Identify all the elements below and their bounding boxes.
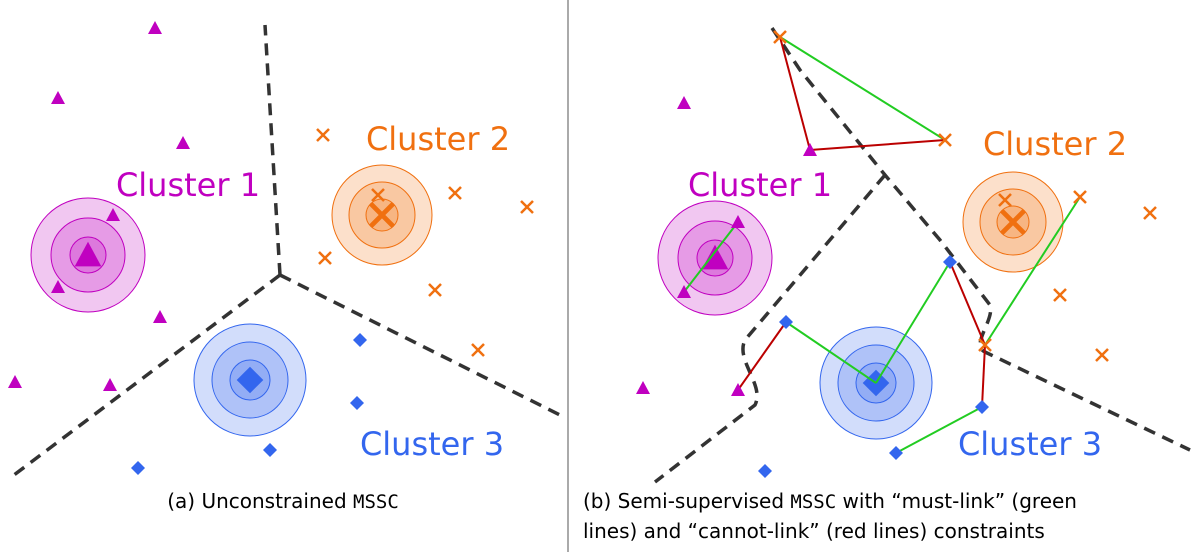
point bbox=[353, 333, 367, 347]
clusters bbox=[30, 164, 1064, 440]
point bbox=[1072, 189, 1088, 205]
point bbox=[176, 136, 190, 149]
boundaries-a bbox=[8, 24, 561, 480]
caption-code: MSSC bbox=[353, 491, 399, 513]
caption-text: (b) Semi-supervised bbox=[583, 489, 790, 513]
cluster-label: Cluster 1 bbox=[116, 166, 260, 204]
point bbox=[677, 96, 691, 109]
cluster-label: Cluster 1 bbox=[688, 166, 832, 204]
point bbox=[1052, 287, 1068, 303]
point bbox=[731, 383, 745, 396]
point bbox=[153, 310, 167, 323]
point bbox=[519, 199, 535, 215]
caption-code: MSSC bbox=[790, 491, 836, 513]
cluster-label: Cluster 3 bbox=[360, 425, 504, 463]
caption: lines) and “cannot-link” (red lines) con… bbox=[583, 519, 1045, 543]
caption-text: with “must-link” (green bbox=[836, 489, 1077, 513]
point bbox=[315, 127, 331, 143]
caption-text: (a) Unconstrained bbox=[167, 489, 353, 513]
point bbox=[1142, 205, 1158, 221]
caption: (b) Semi-supervised MSSC with “must-link… bbox=[583, 489, 1077, 513]
must-links bbox=[683, 36, 1081, 454]
point bbox=[779, 315, 793, 329]
point bbox=[758, 464, 772, 478]
point bbox=[427, 282, 443, 298]
cluster-label: Cluster 2 bbox=[366, 120, 510, 158]
point bbox=[1094, 347, 1110, 363]
point bbox=[975, 400, 989, 414]
point bbox=[103, 378, 117, 391]
point bbox=[131, 461, 145, 475]
point bbox=[636, 381, 650, 394]
point bbox=[51, 91, 65, 104]
point bbox=[8, 375, 22, 388]
point bbox=[148, 21, 162, 34]
cluster-label: Cluster 2 bbox=[983, 125, 1127, 163]
point bbox=[889, 446, 903, 460]
cluster-label: Cluster 3 bbox=[958, 425, 1102, 463]
cannot-links bbox=[737, 36, 986, 408]
point bbox=[263, 443, 277, 457]
point bbox=[317, 250, 333, 266]
point bbox=[470, 342, 486, 358]
point bbox=[772, 29, 788, 45]
point bbox=[943, 255, 957, 269]
caption: (a) Unconstrained MSSC bbox=[167, 489, 399, 513]
point bbox=[350, 396, 364, 410]
point bbox=[447, 185, 463, 201]
